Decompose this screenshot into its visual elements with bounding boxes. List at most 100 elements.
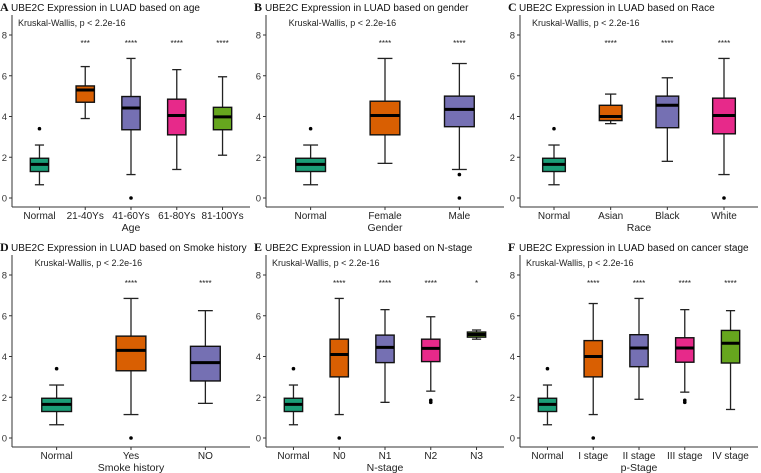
panel-b: B UBE2C Expression in LUAD based on gende… xyxy=(254,0,504,234)
y-tick-label: 4 xyxy=(2,352,7,363)
x-tick-label: I stage xyxy=(578,451,608,462)
x-tick-label: Male xyxy=(449,211,471,222)
box-yes: **** xyxy=(115,279,147,440)
iqr-box xyxy=(598,104,623,122)
iqr-box xyxy=(329,338,350,378)
box-normal xyxy=(41,366,73,426)
outlier-point xyxy=(722,196,726,200)
panel-letter: E xyxy=(254,240,262,254)
y-tick-label: 2 xyxy=(510,393,515,404)
iqr-box xyxy=(583,339,604,378)
y-tick-label: 4 xyxy=(256,352,261,363)
x-tick-label: Normal xyxy=(538,211,570,222)
outlier-point xyxy=(291,366,296,371)
kruskal-wallis-annotation: Kruskal-Wallis, p < 2.2e-16 xyxy=(526,258,633,268)
significance-label: *** xyxy=(81,39,90,48)
iqr-box xyxy=(674,337,695,363)
y-tick-label: 8 xyxy=(2,271,7,282)
iqr-box xyxy=(369,100,401,136)
significance-label: **** xyxy=(679,279,691,288)
outlier-point xyxy=(129,436,133,440)
y-tick-label: 0 xyxy=(2,194,7,205)
significance-label: **** xyxy=(216,39,228,48)
panel-a: A UBE2C Expression in LUAD based on age Kr… xyxy=(0,0,250,234)
x-tick-label: Normal xyxy=(23,211,55,222)
panel-letter: B xyxy=(254,0,262,14)
iqr-box xyxy=(212,106,233,131)
y-tick-label: 2 xyxy=(510,153,515,164)
box-asian: **** xyxy=(598,39,623,125)
box-n3: * xyxy=(466,279,487,340)
panel-title: UBE2C Expression in LUAD based on cancer… xyxy=(519,243,749,254)
x-tick-label: III stage xyxy=(667,451,703,462)
significance-label: **** xyxy=(724,279,736,288)
iqr-box xyxy=(420,338,441,363)
iqr-box xyxy=(629,333,649,368)
x-tick-label: White xyxy=(711,211,737,222)
x-tick-label: 61-80Ys xyxy=(158,211,195,222)
outlier-point xyxy=(552,126,556,131)
x-axis-title: Age xyxy=(122,222,141,234)
significance-label: **** xyxy=(171,39,183,48)
x-tick-label: IV stage xyxy=(712,451,749,462)
x-tick-label: Normal xyxy=(531,451,563,462)
box-normal xyxy=(295,126,327,186)
panel-letter: F xyxy=(508,240,515,254)
box-21-40ys: *** xyxy=(75,39,96,120)
outlier-point xyxy=(129,196,133,200)
panel-letter: C xyxy=(508,0,517,14)
y-tick-label: 8 xyxy=(510,31,515,42)
box-white: **** xyxy=(711,39,737,200)
y-tick-label: 0 xyxy=(256,194,261,205)
box-normal xyxy=(537,366,558,426)
y-tick-label: 8 xyxy=(256,271,261,282)
significance-label: **** xyxy=(333,279,345,288)
y-tick-label: 6 xyxy=(256,71,261,82)
significance-label: **** xyxy=(125,279,137,288)
outlier-point xyxy=(682,400,687,405)
kruskal-wallis-annotation: Kruskal-Wallis, p < 2.2e-16 xyxy=(18,18,125,28)
outlier-point xyxy=(457,172,462,177)
kruskal-wallis-annotation: Kruskal-Wallis, p < 2.2e-16 xyxy=(35,258,142,268)
panel-title: UBE2C Expression in LUAD based on N-stag… xyxy=(265,243,473,254)
significance-label: **** xyxy=(587,279,599,288)
outlier-point xyxy=(308,126,313,131)
kruskal-wallis-annotation: Kruskal-Wallis, p < 2.2e-16 xyxy=(289,18,396,28)
box-iv-stage: **** xyxy=(720,279,741,411)
y-tick-label: 4 xyxy=(510,352,515,363)
iqr-box xyxy=(121,95,141,131)
x-tick-label: N2 xyxy=(424,451,437,462)
x-axis-title: Smoke history xyxy=(98,462,165,473)
y-tick-label: 4 xyxy=(256,112,261,123)
iqr-box xyxy=(75,85,96,103)
iqr-box xyxy=(655,95,680,129)
significance-label: **** xyxy=(379,279,391,288)
box-iii-stage: **** xyxy=(674,279,695,405)
significance-label: **** xyxy=(199,279,211,288)
box-41-60ys: **** xyxy=(121,39,141,200)
box-i-stage: **** xyxy=(583,279,604,440)
x-tick-label: NO xyxy=(198,451,213,462)
x-tick-label: 81-100Ys xyxy=(202,211,244,222)
y-tick-label: 4 xyxy=(510,112,515,123)
kruskal-wallis-annotation: Kruskal-Wallis, p < 2.2e-16 xyxy=(532,18,639,28)
box-normal xyxy=(283,366,304,426)
y-tick-label: 2 xyxy=(256,153,261,164)
x-tick-label: N1 xyxy=(379,451,392,462)
box-no: **** xyxy=(189,279,221,405)
y-tick-label: 8 xyxy=(2,31,7,42)
outlier-point xyxy=(428,400,433,405)
significance-label: **** xyxy=(453,39,465,48)
y-tick-label: 2 xyxy=(2,393,7,404)
iqr-box xyxy=(166,98,187,136)
box-n1: **** xyxy=(375,279,395,403)
y-tick-label: 6 xyxy=(256,311,261,322)
x-axis-title: N-stage xyxy=(367,462,404,473)
y-tick-label: 6 xyxy=(510,71,515,82)
x-tick-label: 41-60Ys xyxy=(112,211,149,222)
x-tick-label: Asian xyxy=(598,211,623,222)
box-female: **** xyxy=(369,39,401,165)
significance-label: **** xyxy=(718,39,730,48)
y-tick-label: 6 xyxy=(2,71,7,82)
